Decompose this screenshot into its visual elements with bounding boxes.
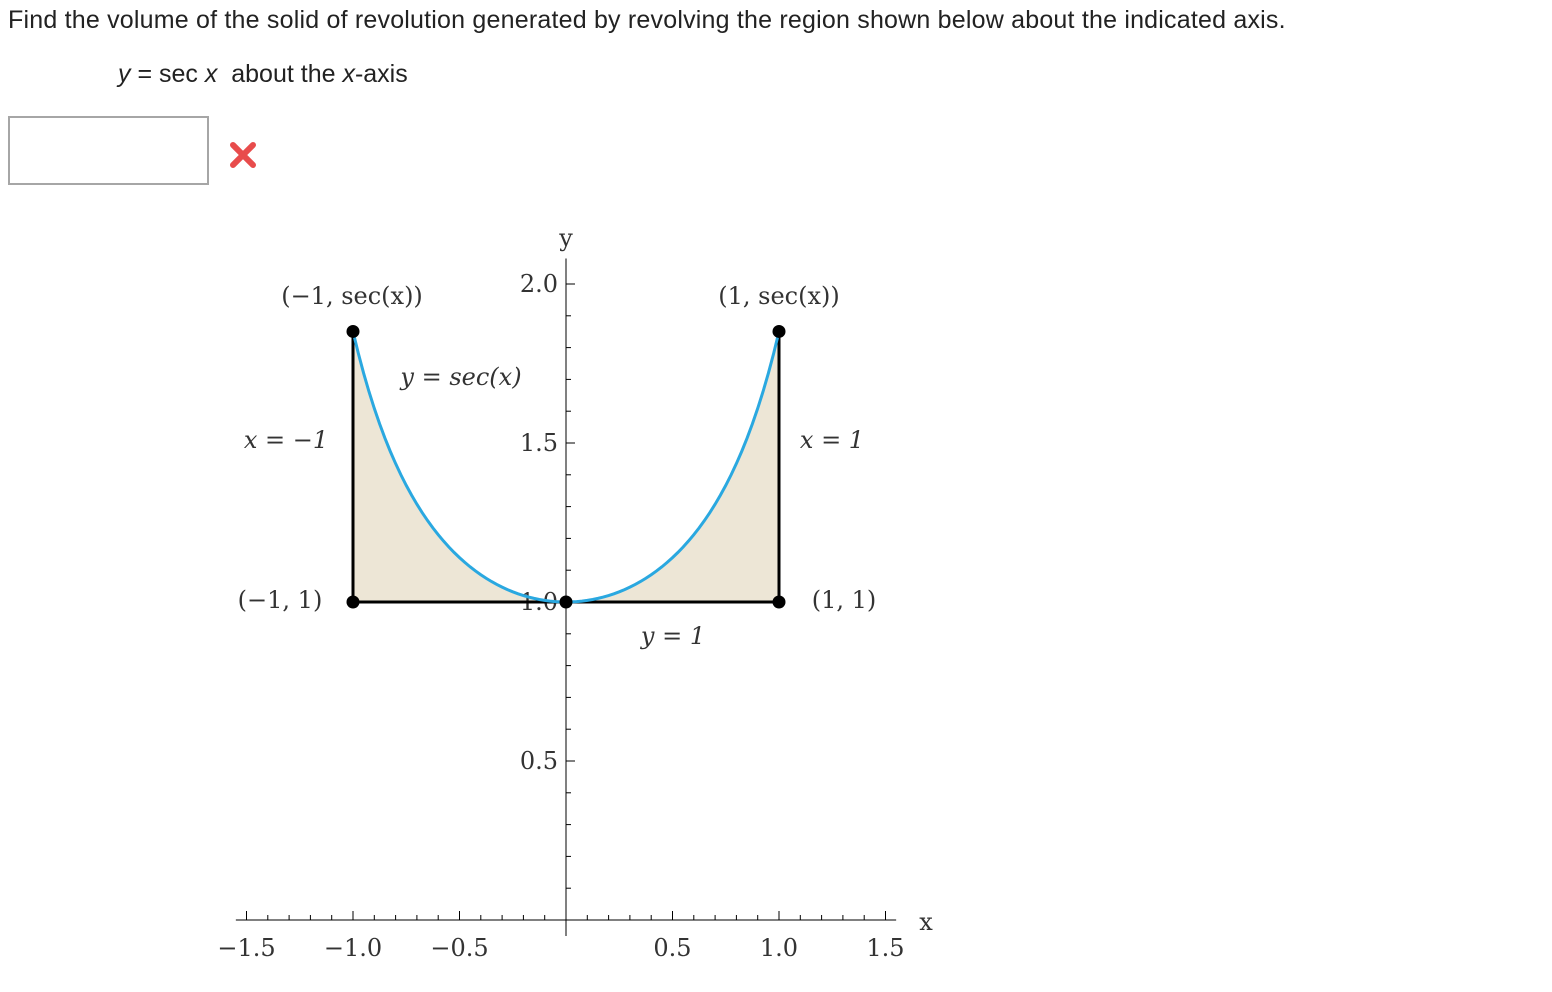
- boundary-label-left: x = −1: [244, 426, 328, 454]
- y-tick-label: 2.0: [520, 270, 558, 298]
- x-tick-label: −1.5: [217, 934, 275, 962]
- x-tick-label: −0.5: [430, 934, 488, 962]
- equation-tail: about the: [217, 60, 343, 88]
- axis-ticks: −1.5 −1.0 −0.5 0.5 1.0 1.50.51.01.52.0: [217, 270, 904, 962]
- point-label-top-right: (1, sec(x)): [718, 282, 839, 310]
- axis-var: x: [342, 60, 355, 88]
- x-axis-label: x: [919, 908, 933, 936]
- marked-points: [346, 324, 786, 609]
- shaded-region: [353, 331, 779, 602]
- equation: y = sec x about the x-axis: [118, 60, 408, 89]
- marked-point: [559, 595, 573, 609]
- x-tick-label: 1.5: [866, 934, 904, 962]
- y-tick-label: 0.5: [520, 747, 558, 775]
- point-label-bottom-right: (1, 1): [812, 586, 877, 614]
- close-icon: [230, 142, 256, 168]
- x-tick-label: 0.5: [653, 934, 691, 962]
- boundary-label-bottom: y = 1: [640, 622, 705, 650]
- point-label-bottom-left: (−1, 1): [238, 586, 323, 614]
- question-prompt: Find the volume of the solid of revoluti…: [8, 6, 1286, 34]
- x-tick-label: 1.0: [760, 934, 798, 962]
- marked-point: [346, 595, 360, 609]
- axis-suffix: -axis: [354, 60, 408, 88]
- equation-var: x: [204, 60, 218, 88]
- y-tick-label: 1.5: [520, 429, 558, 457]
- marked-point: [346, 324, 360, 338]
- answer-input[interactable]: [8, 116, 209, 185]
- y-axis-label: y: [558, 224, 573, 252]
- curve-label: y = sec(x): [399, 363, 521, 391]
- boundary-label-right: x = 1: [800, 426, 864, 454]
- equation-mid: = sec: [130, 60, 205, 88]
- marked-point: [772, 324, 786, 338]
- point-label-top-left: (−1, sec(x)): [281, 282, 423, 310]
- equation-lhs: y: [118, 60, 131, 88]
- marked-point: [772, 595, 786, 609]
- x-tick-label: −1.0: [324, 934, 382, 962]
